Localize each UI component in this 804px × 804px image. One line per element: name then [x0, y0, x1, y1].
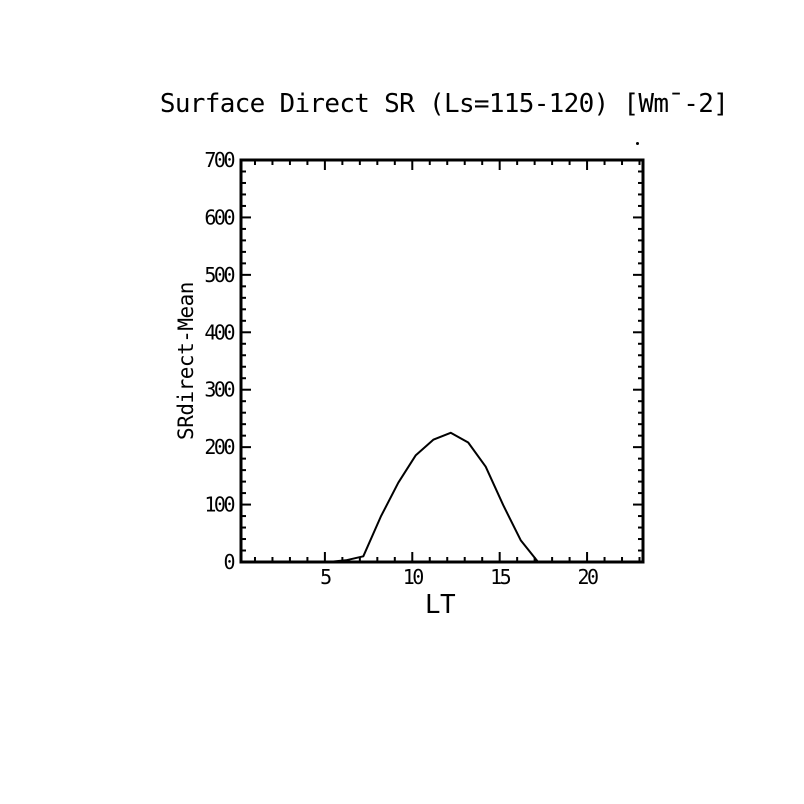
y-tick-label: 300 — [204, 378, 234, 402]
y-tick-label: 200 — [204, 435, 234, 459]
y-tick-label: 0 — [223, 550, 234, 574]
x-axis-title: LT — [424, 590, 456, 620]
y-tick-label: 500 — [204, 263, 234, 287]
chart-title: Surface Direct SR (Ls=115-120) [Wm¯-2] — [159, 89, 729, 119]
x-tick-label: 10 — [403, 565, 424, 589]
plot-frame — [239, 158, 645, 564]
y-tick-label: 400 — [204, 320, 234, 344]
y-tick-label: 700 — [204, 148, 234, 172]
y-tick-label: 600 — [204, 205, 234, 229]
x-tick-label: 5 — [320, 565, 331, 589]
x-tick-label: 20 — [578, 565, 599, 589]
data-curve — [240, 431, 644, 563]
x-tick-label: 15 — [490, 565, 511, 589]
y-tick-label: 100 — [204, 493, 234, 517]
stray-dot — [636, 142, 639, 145]
